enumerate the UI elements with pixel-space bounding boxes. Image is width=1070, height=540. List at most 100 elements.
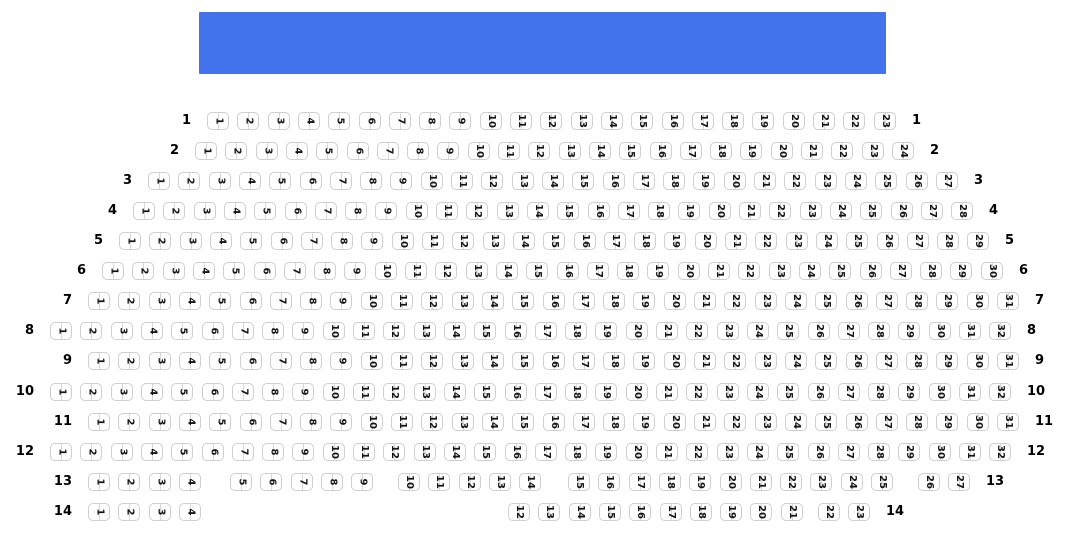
seat[interactable]: 5 xyxy=(230,473,252,491)
seat[interactable]: 4 xyxy=(298,112,320,130)
seat[interactable]: 1 xyxy=(102,262,124,280)
seat[interactable]: 14 xyxy=(527,202,549,220)
seat[interactable]: 16 xyxy=(650,142,672,160)
seat[interactable]: 17 xyxy=(573,413,595,431)
seat[interactable]: 26 xyxy=(808,383,830,401)
seat[interactable]: 7 xyxy=(389,112,411,130)
seat[interactable]: 14 xyxy=(444,383,466,401)
seat[interactable]: 12 xyxy=(540,112,562,130)
seat[interactable]: 29 xyxy=(898,322,920,340)
seat[interactable]: 13 xyxy=(512,172,534,190)
seat[interactable]: 12 xyxy=(383,443,405,461)
seat[interactable]: 13 xyxy=(414,322,436,340)
seat[interactable]: 20 xyxy=(695,232,717,250)
seat[interactable]: 16 xyxy=(557,262,579,280)
seat[interactable]: 9 xyxy=(292,443,314,461)
seat[interactable]: 11 xyxy=(498,142,520,160)
seat[interactable]: 4 xyxy=(179,503,201,521)
seat[interactable]: 11 xyxy=(422,232,444,250)
seat[interactable]: 7 xyxy=(291,473,313,491)
seat[interactable]: 9 xyxy=(351,473,373,491)
seat[interactable]: 10 xyxy=(361,413,383,431)
seat[interactable]: 18 xyxy=(603,413,625,431)
seat[interactable]: 27 xyxy=(838,322,860,340)
seat[interactable]: 18 xyxy=(634,232,656,250)
seat[interactable]: 9 xyxy=(292,383,314,401)
seat[interactable]: 2 xyxy=(149,232,171,250)
seat[interactable]: 12 xyxy=(508,503,530,521)
seat[interactable]: 8 xyxy=(300,413,322,431)
seat[interactable]: 17 xyxy=(535,443,557,461)
seat[interactable]: 28 xyxy=(906,292,928,310)
seat[interactable]: 29 xyxy=(898,383,920,401)
seat[interactable]: 26 xyxy=(846,352,868,370)
seat[interactable]: 1 xyxy=(88,413,110,431)
seat[interactable]: 11 xyxy=(510,112,532,130)
seat[interactable]: 3 xyxy=(268,112,290,130)
seat[interactable]: 14 xyxy=(513,232,535,250)
seat[interactable]: 15 xyxy=(568,473,590,491)
seat[interactable]: 5 xyxy=(209,352,231,370)
seat[interactable]: 3 xyxy=(111,443,133,461)
seat[interactable]: 7 xyxy=(284,262,306,280)
seat[interactable]: 8 xyxy=(360,172,382,190)
seat[interactable]: 29 xyxy=(936,413,958,431)
seat[interactable]: 6 xyxy=(300,172,322,190)
seat[interactable]: 11 xyxy=(405,262,427,280)
seat[interactable]: 26 xyxy=(860,262,882,280)
seat[interactable]: 15 xyxy=(631,112,653,130)
seat[interactable]: 16 xyxy=(505,322,527,340)
seat[interactable]: 2 xyxy=(118,352,140,370)
seat[interactable]: 27 xyxy=(948,473,970,491)
seat[interactable]: 13 xyxy=(414,443,436,461)
seat[interactable]: 21 xyxy=(656,443,678,461)
seat[interactable]: 30 xyxy=(967,292,989,310)
seat[interactable]: 30 xyxy=(929,322,951,340)
seat[interactable]: 25 xyxy=(777,443,799,461)
seat[interactable]: 12 xyxy=(421,352,443,370)
seat[interactable]: 15 xyxy=(474,322,496,340)
seat[interactable]: 27 xyxy=(936,172,958,190)
seat[interactable]: 19 xyxy=(693,172,715,190)
seat[interactable]: 4 xyxy=(210,232,232,250)
seat[interactable]: 3 xyxy=(111,322,133,340)
seat[interactable]: 1 xyxy=(119,232,141,250)
seat[interactable]: 11 xyxy=(428,473,450,491)
seat[interactable]: 7 xyxy=(301,232,323,250)
seat[interactable]: 24 xyxy=(845,172,867,190)
seat[interactable]: 15 xyxy=(474,383,496,401)
seat[interactable]: 12 xyxy=(383,322,405,340)
seat[interactable]: 17 xyxy=(660,503,682,521)
seat[interactable]: 21 xyxy=(708,262,730,280)
seat[interactable]: 28 xyxy=(937,232,959,250)
seat[interactable]: 4 xyxy=(286,142,308,160)
seat[interactable]: 27 xyxy=(876,292,898,310)
seat[interactable]: 12 xyxy=(421,413,443,431)
seat[interactable]: 5 xyxy=(269,172,291,190)
seat[interactable]: 7 xyxy=(232,443,254,461)
seat[interactable]: 9 xyxy=(344,262,366,280)
seat[interactable]: 20 xyxy=(664,413,686,431)
seat[interactable]: 26 xyxy=(891,202,913,220)
seat[interactable]: 18 xyxy=(565,322,587,340)
seat[interactable]: 21 xyxy=(694,292,716,310)
seat[interactable]: 19 xyxy=(647,262,669,280)
seat[interactable]: 10 xyxy=(361,352,383,370)
seat[interactable]: 21 xyxy=(725,232,747,250)
seat[interactable]: 4 xyxy=(179,292,201,310)
seat[interactable]: 16 xyxy=(588,202,610,220)
seat[interactable]: 6 xyxy=(254,262,276,280)
seat[interactable]: 28 xyxy=(906,352,928,370)
seat[interactable]: 20 xyxy=(664,352,686,370)
seat[interactable]: 22 xyxy=(831,142,853,160)
seat[interactable]: 2 xyxy=(118,473,140,491)
seat[interactable]: 10 xyxy=(468,142,490,160)
seat[interactable]: 27 xyxy=(876,352,898,370)
seat[interactable]: 22 xyxy=(818,503,840,521)
seat[interactable]: 4 xyxy=(141,383,163,401)
seat[interactable]: 3 xyxy=(149,503,171,521)
seat[interactable]: 15 xyxy=(619,142,641,160)
seat[interactable]: 22 xyxy=(686,383,708,401)
seat[interactable]: 26 xyxy=(918,473,940,491)
seat[interactable]: 29 xyxy=(898,443,920,461)
